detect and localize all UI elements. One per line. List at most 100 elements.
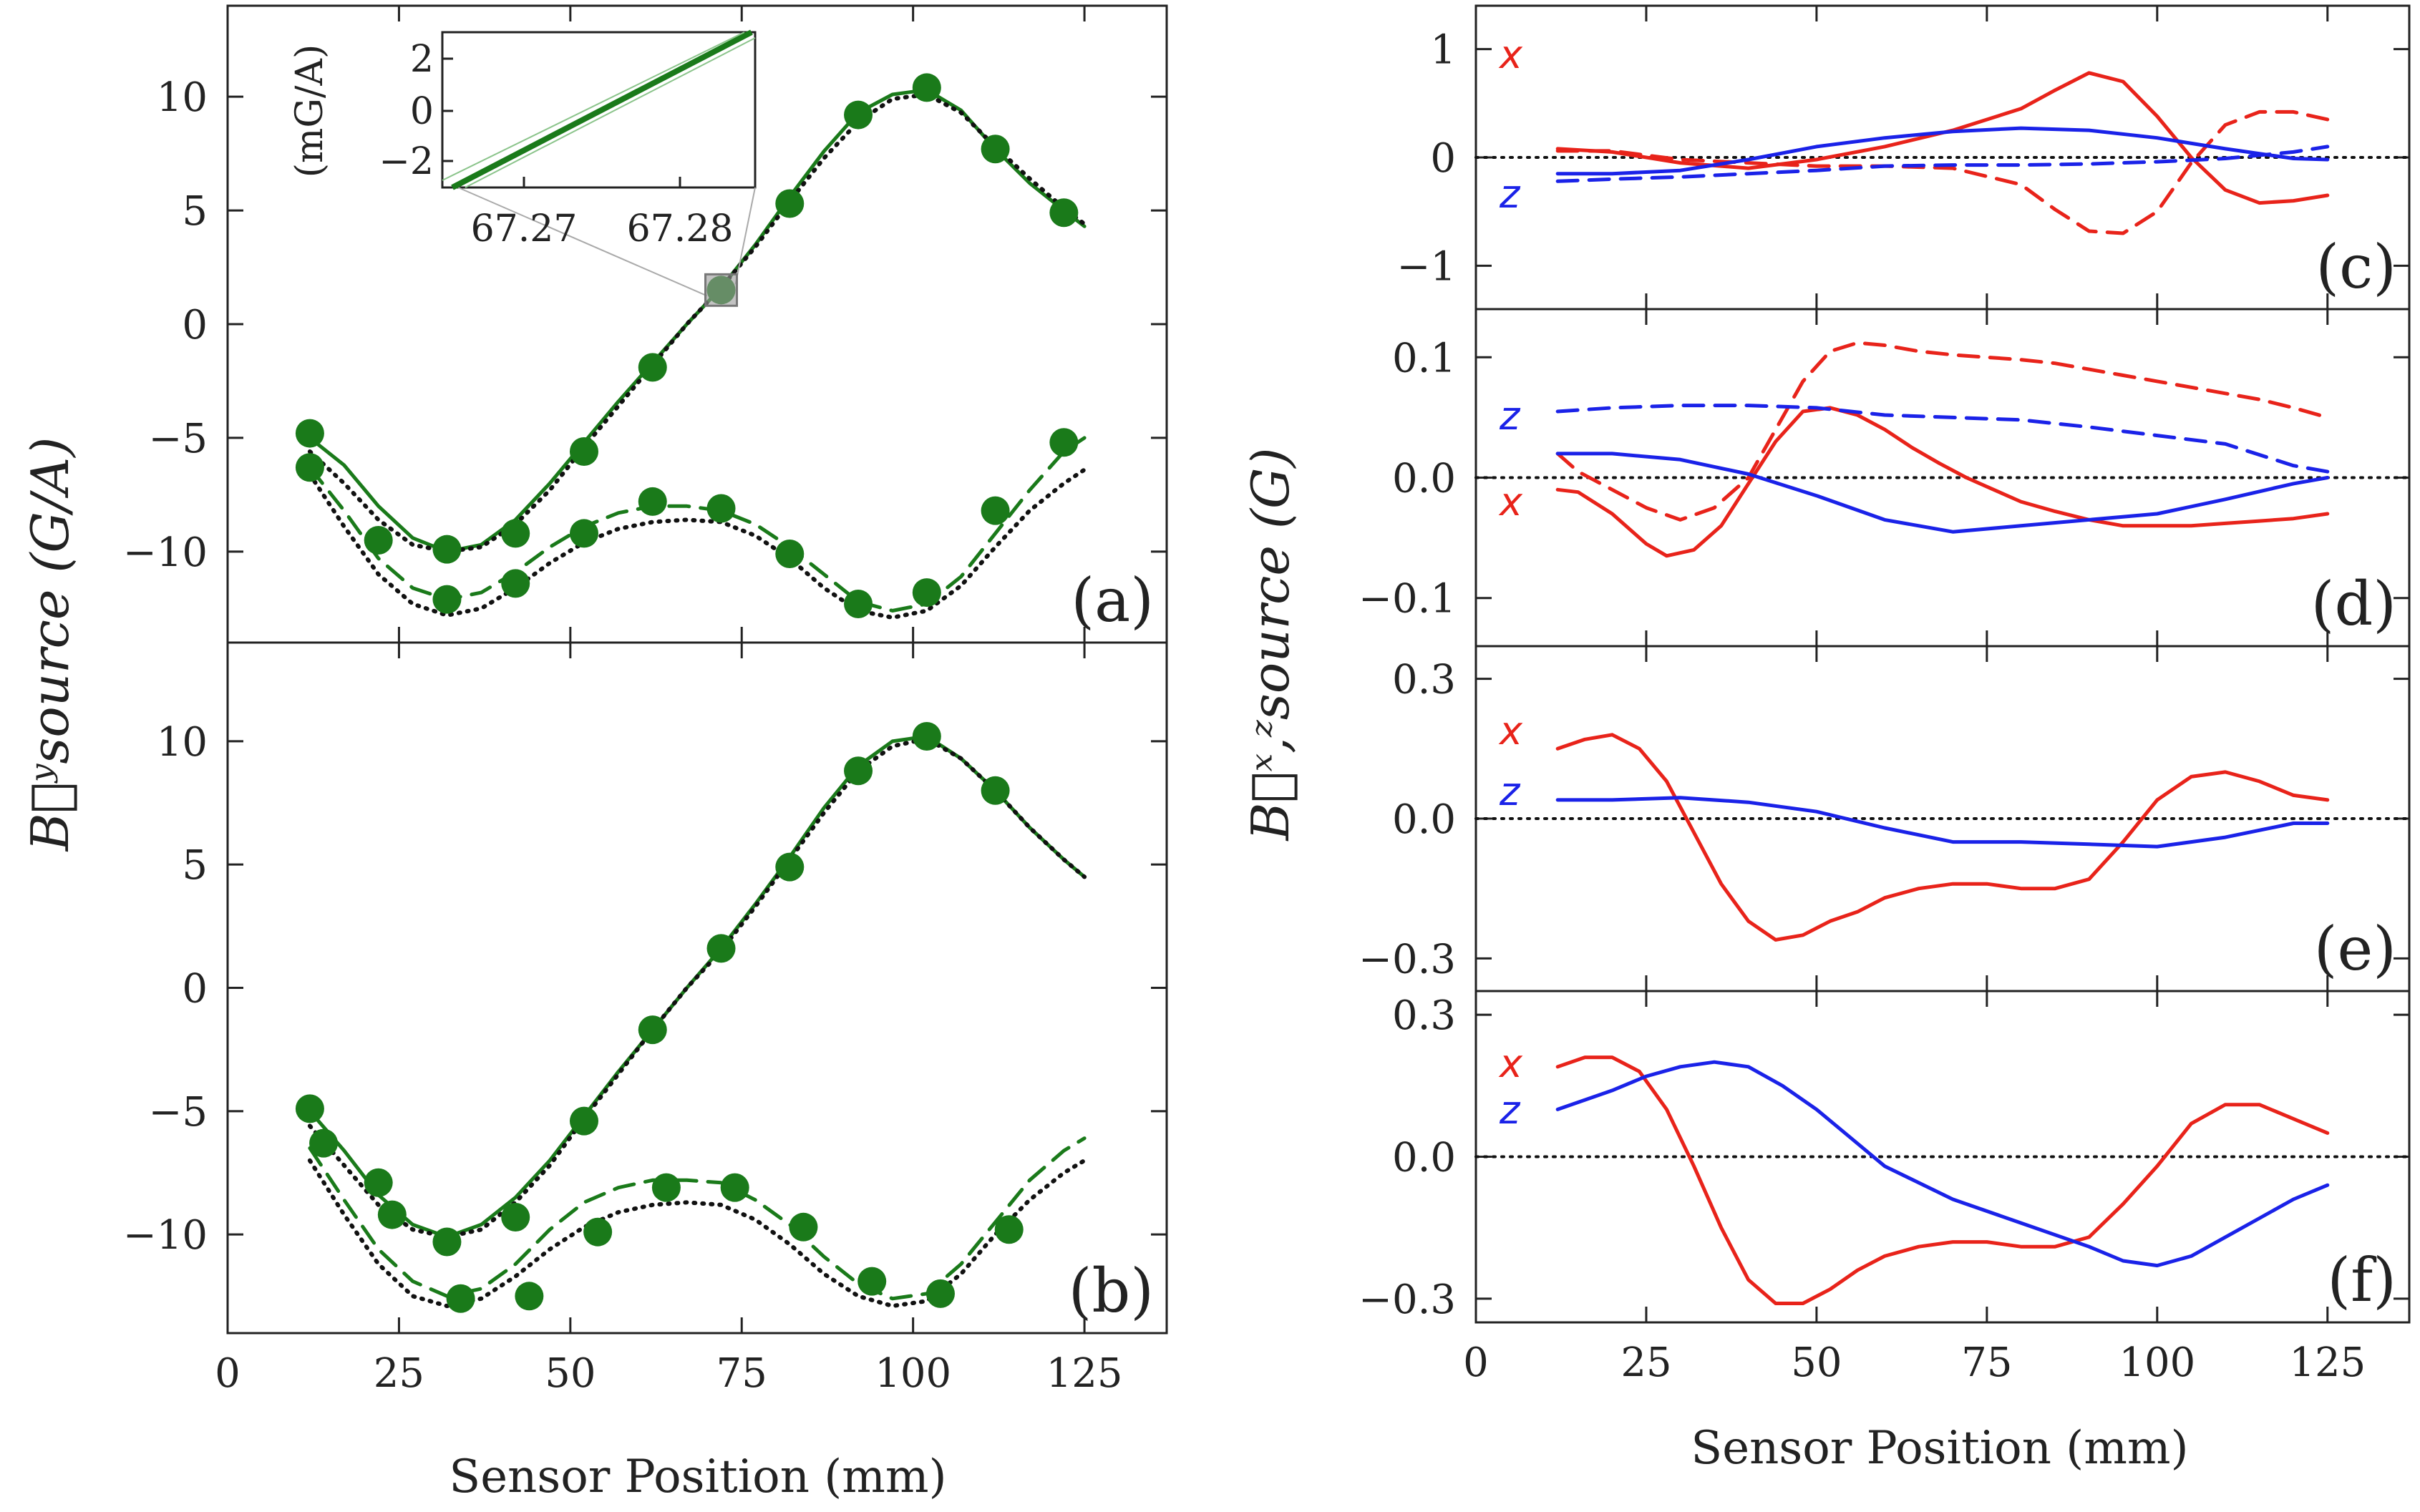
series-line-x bbox=[1555, 109, 2330, 235]
data-marker bbox=[638, 487, 667, 516]
inset-fit-line bbox=[451, 29, 753, 190]
series-line-y bbox=[308, 1136, 1087, 1301]
y-tick-label: 0 bbox=[182, 302, 208, 348]
panel-3: −0.1 0.0 0.1 zx (d) bbox=[1359, 308, 2411, 648]
series-line-y bbox=[307, 92, 1087, 554]
x-tick-label: 100 bbox=[875, 1350, 951, 1397]
panel-5: −0.3 0.0 0.3 0 25 50 75 100 125 xz (f) bbox=[1359, 990, 2411, 1386]
inset-y-tick-label: 2 bbox=[410, 38, 434, 81]
data-marker bbox=[515, 1282, 544, 1311]
series-line-y bbox=[307, 1158, 1087, 1309]
left-ylabel: B⃗ʸsource (G/A) bbox=[20, 437, 80, 853]
y-tick-label: −5 bbox=[148, 416, 208, 462]
data-marker bbox=[364, 1168, 393, 1197]
x-tick-label: 0 bbox=[1463, 1340, 1489, 1386]
series-tag-z: z bbox=[1499, 1088, 1521, 1133]
data-marker bbox=[295, 1094, 324, 1123]
data-marker bbox=[775, 852, 805, 882]
panel-frame bbox=[226, 641, 1168, 1335]
series-line-x bbox=[1555, 406, 2330, 558]
inset-ylabel: (mG/A) bbox=[288, 44, 331, 178]
data-marker bbox=[446, 1284, 475, 1313]
y-tick-label: 5 bbox=[182, 188, 208, 235]
inset-connector bbox=[734, 187, 756, 285]
data-marker bbox=[638, 1015, 667, 1045]
series-tag-z: z bbox=[1499, 172, 1521, 217]
data-marker bbox=[583, 1217, 613, 1247]
series-tag-x: x bbox=[1498, 479, 1523, 525]
data-marker bbox=[844, 100, 873, 130]
data-marker bbox=[981, 135, 1010, 164]
x-tick-label: 25 bbox=[374, 1350, 424, 1397]
panel-0: −10 −5 0 5 10 (a) 2 0 −2 67.27 67.28 (mG/A) bbox=[123, 4, 1168, 644]
inset-x-tick-label: 67.28 bbox=[627, 208, 734, 250]
series-line-x bbox=[1555, 341, 2330, 522]
series-line-x bbox=[1555, 1055, 2330, 1305]
inset-fit-line bbox=[465, 37, 756, 188]
y-tick-label: 0.0 bbox=[1392, 456, 1456, 502]
right-xlabel: Sensor Position (mm) bbox=[1691, 1422, 2188, 1475]
data-marker bbox=[501, 569, 530, 598]
inset-highlight-box bbox=[704, 273, 739, 307]
right-ylabel: B⃗ˣ,ᶻsource (G) bbox=[1240, 447, 1301, 842]
series-line-x bbox=[1555, 71, 2330, 205]
data-marker bbox=[925, 1279, 955, 1308]
y-tick-label: 0.0 bbox=[1392, 796, 1456, 843]
panel-2: −1 0 1 x z (c) bbox=[1396, 4, 2411, 311]
series-line-z bbox=[1555, 1060, 2330, 1268]
data-marker bbox=[309, 1128, 339, 1158]
panel-4: −0.3 0.0 0.3 xz (e) bbox=[1359, 645, 2411, 992]
data-marker bbox=[364, 525, 393, 555]
inset: 2 0 −2 67.27 67.28 (mG/A) bbox=[288, 29, 757, 307]
series-line-z bbox=[1555, 126, 2330, 176]
y-tick-label: 0 bbox=[1430, 135, 1456, 182]
x-tick-label: 50 bbox=[545, 1350, 596, 1397]
series-tag-x: x bbox=[1498, 32, 1523, 77]
data-marker bbox=[720, 1173, 749, 1202]
data-marker bbox=[706, 934, 736, 963]
data-marker bbox=[569, 1106, 598, 1136]
data-marker bbox=[377, 1200, 407, 1229]
data-marker bbox=[432, 535, 462, 564]
data-marker bbox=[775, 540, 805, 569]
data-marker bbox=[857, 1267, 887, 1296]
series-line-y bbox=[308, 436, 1087, 613]
data-marker bbox=[569, 519, 598, 548]
y-tick-label: 1 bbox=[1430, 27, 1456, 74]
series-line-z bbox=[1555, 452, 2330, 534]
x-tick-label: 100 bbox=[2119, 1340, 2195, 1386]
inset-y-tick-label: 0 bbox=[410, 90, 434, 133]
y-tick-label: 0.1 bbox=[1392, 335, 1456, 381]
series-tag-z: z bbox=[1499, 769, 1521, 814]
y-tick-label: 0.3 bbox=[1392, 992, 1456, 1039]
series-line-y bbox=[308, 734, 1087, 1239]
y-tick-label: 0.0 bbox=[1392, 1135, 1456, 1181]
data-marker bbox=[295, 419, 324, 448]
y-tick-label: −0.3 bbox=[1359, 936, 1456, 982]
y-tick-label: 0 bbox=[182, 966, 208, 1013]
data-marker bbox=[789, 1212, 818, 1242]
data-marker bbox=[912, 578, 941, 608]
y-tick-label: 0.3 bbox=[1392, 657, 1456, 703]
panel-tag: (b) bbox=[1069, 1256, 1154, 1326]
data-marker bbox=[844, 589, 873, 618]
panel-tag: (e) bbox=[2314, 914, 2396, 984]
series-line-y bbox=[307, 467, 1087, 620]
x-tick-label: 125 bbox=[1046, 1350, 1123, 1397]
y-tick-label: −0.1 bbox=[1359, 576, 1456, 623]
inset-y-tick-label: −2 bbox=[379, 140, 434, 183]
y-tick-label: 10 bbox=[157, 719, 208, 766]
data-marker bbox=[844, 756, 873, 786]
inset-fit-line bbox=[442, 31, 745, 181]
y-tick-label: −5 bbox=[148, 1089, 208, 1136]
y-tick-label: 5 bbox=[182, 842, 208, 889]
series-line-x bbox=[1555, 733, 2330, 942]
data-marker bbox=[912, 73, 941, 102]
left-xlabel: Sensor Position (mm) bbox=[449, 1450, 946, 1503]
data-marker bbox=[994, 1215, 1024, 1244]
y-tick-label: −1 bbox=[1396, 243, 1456, 290]
x-tick-label: 0 bbox=[215, 1350, 240, 1397]
